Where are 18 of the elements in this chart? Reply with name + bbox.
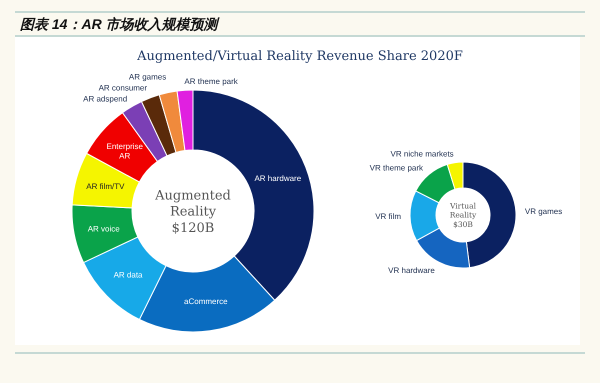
slice-label: VR film	[375, 212, 402, 221]
text: Augmented Reality $120B	[154, 188, 231, 236]
slice-label: AR adspend	[83, 94, 128, 104]
slice-label: VR games	[524, 206, 562, 216]
slice-label: AR theme park	[184, 77, 239, 86]
slice-label: AR film/TV	[86, 182, 126, 192]
slice-label: AR consumer	[98, 84, 148, 93]
slice-label: aCommerce	[184, 296, 228, 306]
slice-label: AR data	[114, 270, 144, 280]
slice-label: VR hardware	[388, 266, 436, 276]
slice-label: VR theme park	[370, 163, 424, 172]
slice-label: AR games	[128, 72, 166, 82]
chart-title: 图表 14：AR 市场收入规模预测	[20, 16, 221, 32]
chart-subtitle: Augmented/Virtual Reality Revenue Share 2020F	[136, 49, 463, 64]
slice-label: AR hardware	[254, 174, 302, 183]
slice-label: AR voice	[88, 224, 120, 234]
slice-label: Enterprise AR	[106, 142, 144, 160]
slice-label: VR niche markets	[390, 150, 454, 159]
